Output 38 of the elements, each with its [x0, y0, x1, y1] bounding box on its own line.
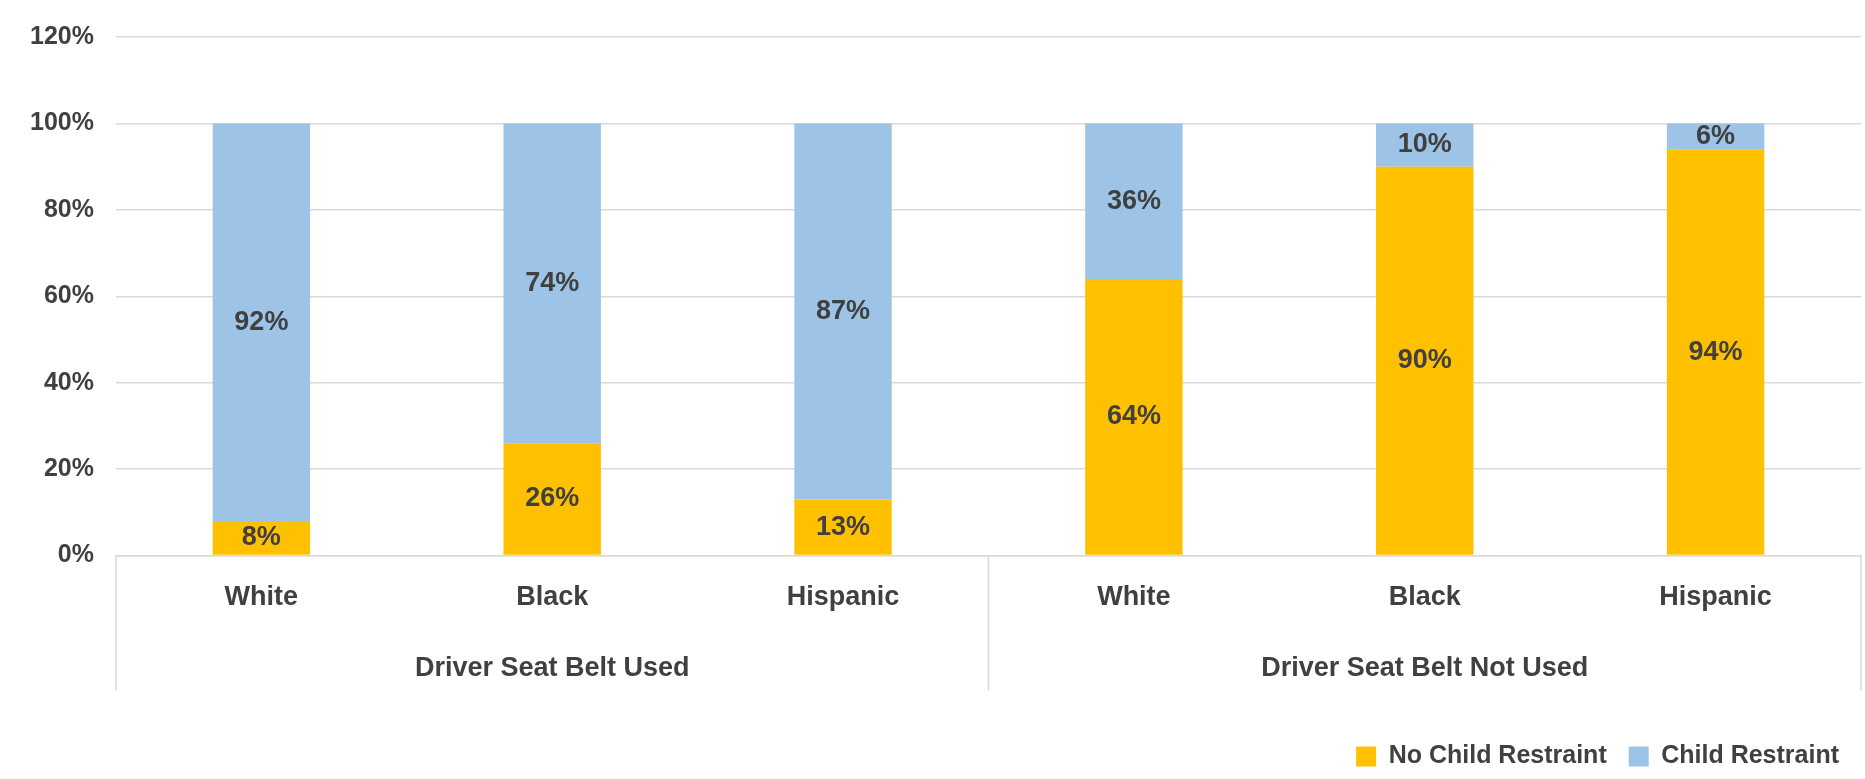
data-label: 74% — [525, 266, 580, 297]
text: Driver Seat Belt Used — [414, 652, 690, 683]
y-tick-label: 60% — [43, 280, 94, 309]
x-tick-label: White — [1097, 581, 1171, 612]
bar — [503, 443, 601, 555]
y-tick-label: 40% — [43, 366, 94, 395]
x-tick-label: Black — [516, 581, 590, 612]
bar — [1085, 279, 1183, 555]
bar — [503, 123, 601, 444]
bar — [1666, 149, 1765, 555]
data-label: 6% — [1696, 119, 1736, 150]
y-tick-label: 20% — [43, 453, 94, 482]
bar — [794, 499, 892, 555]
y-tick-label: 120% — [29, 20, 94, 49]
data-label: 94% — [1688, 335, 1743, 366]
bar — [1376, 166, 1474, 555]
text: Driver Seat Belt Not Used — [1261, 652, 1589, 683]
data-label: 13% — [816, 510, 871, 541]
x-tick-label: White — [224, 581, 299, 612]
x-tick-label: Black — [1388, 581, 1462, 612]
bar — [212, 123, 311, 522]
legend-label: No Child Restraint — [1388, 740, 1608, 769]
data-label: 87% — [816, 294, 871, 325]
data-label: 64% — [1106, 400, 1161, 431]
y-tick-label: 100% — [29, 107, 94, 136]
bar — [794, 123, 892, 500]
x-tick-label: Hispanic — [786, 581, 900, 612]
x-tick-label: Hispanic — [1659, 581, 1772, 612]
data-label: 92% — [234, 305, 289, 336]
data-label: 36% — [1106, 184, 1161, 215]
legend-label: Child Restraint — [1661, 740, 1840, 769]
y-tick-label: 0% — [57, 539, 94, 568]
data-label: 8% — [241, 521, 281, 552]
data-label: 10% — [1397, 128, 1452, 159]
data-label: 90% — [1397, 344, 1452, 375]
bar — [1085, 123, 1183, 280]
data-label: 26% — [525, 482, 580, 513]
y-tick-label: 80% — [43, 193, 94, 222]
